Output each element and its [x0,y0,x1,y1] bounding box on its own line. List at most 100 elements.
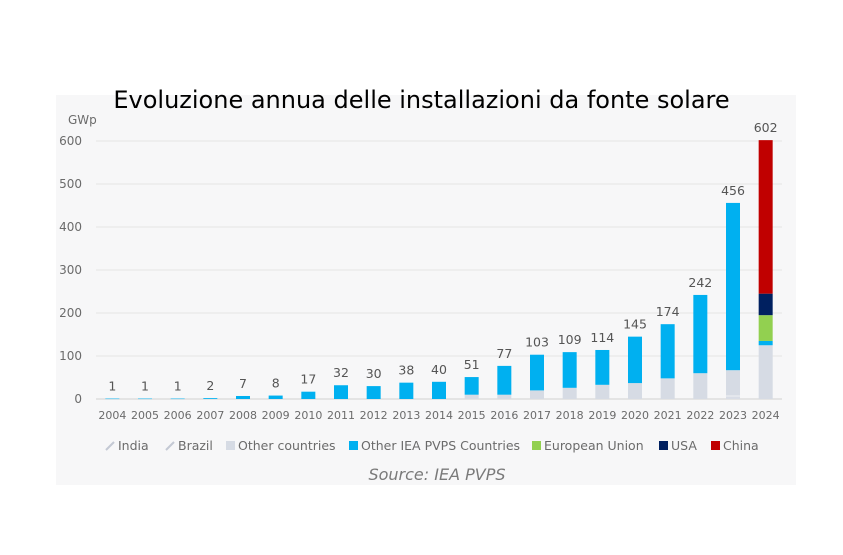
bar-segment [726,395,740,397]
data-label: 1 [174,379,182,394]
bar-segment [530,390,544,399]
bar-segment [497,365,512,395]
bar-segment [301,391,316,399]
x-tick-label: 2008 [229,409,257,422]
bar-segment [432,381,446,399]
bar-segment [660,378,675,399]
data-label: 30 [366,366,382,381]
x-tick-label: 2009 [262,409,290,422]
chart-title: Evoluzione annua delle installazioni da … [113,86,730,114]
legend-swatch [165,441,175,451]
legend-swatch [532,441,541,450]
bar-segment [366,386,381,399]
bar-segment [562,352,577,388]
legend-label: China [723,438,759,453]
x-ticks: 2004 2005 2006 2007 2008 2009 2010 2011 2012 2013… [98,409,779,422]
bar-segment [660,324,675,379]
data-label: 38 [398,363,414,378]
y-tick-label: 200 [59,306,82,320]
bar-segment [170,398,185,400]
data-label: 32 [333,365,349,380]
y-tick-label: 400 [59,220,82,234]
data-label: 114 [590,330,614,345]
y-tick-label: 600 [59,134,82,148]
data-label: 145 [623,317,647,332]
bar-segment [562,387,577,399]
bar-segment [203,398,218,399]
legend-swatch [349,441,358,450]
legend: India Brazil Other countries Other IEA PVPS… [105,438,759,453]
data-label: 17 [300,372,316,387]
bar-segment [464,377,479,395]
x-tick-label: 2005 [131,409,159,422]
bar-segment [464,394,479,399]
data-label: 109 [558,332,582,347]
bar-segment [758,293,773,316]
x-tick-label: 2013 [392,409,420,422]
bar-segment [497,394,512,399]
bar-segment [726,396,740,399]
x-tick-label: 2016 [490,409,518,422]
data-label: 174 [656,304,680,319]
legend-label: European Union [544,438,644,453]
x-tick-label: 2007 [196,409,224,422]
data-label: 40 [431,362,447,377]
data-label: 8 [272,376,280,391]
data-label: 103 [525,335,549,350]
y-tick-label: 500 [59,177,82,191]
legend-label: Other countries [238,438,336,453]
bar-segment [138,398,152,400]
bar-segment [758,315,773,341]
bar-segment [726,202,740,371]
data-label: 242 [688,275,712,290]
y-tick-label: 300 [59,263,82,277]
legend-label: Other IEA PVPS Countries [361,438,520,453]
bar-segment [105,398,120,400]
data-label: 456 [721,183,745,198]
source-note: Source: IEA PVPS [368,465,505,484]
bar-segment [595,384,610,399]
legend-swatch [659,441,668,450]
y-tick-label: 0 [74,392,82,406]
data-label: 2 [206,378,214,393]
bar-segment [236,395,250,399]
x-tick-label: 2010 [294,409,322,422]
chart-panel [56,95,796,485]
bar-segment [399,382,414,399]
y-ticks: 0 100 200 300 400 500 600 [59,134,82,406]
bar-segment [726,370,740,396]
data-label: 51 [464,357,480,372]
x-tick-label: 2021 [654,409,682,422]
legend-swatch [711,441,720,450]
data-label: 1 [141,379,149,394]
bar-segment [628,336,642,384]
bar-segment [530,354,544,391]
data-label: 7 [239,376,247,391]
x-tick-label: 2019 [588,409,616,422]
bar-segment [693,373,708,399]
x-tick-label: 2012 [360,409,388,422]
bar-segment [595,349,610,385]
data-label: 1 [108,379,116,394]
x-tick-label: 2022 [686,409,714,422]
data-label: 602 [754,120,778,135]
bar-segment [758,345,773,399]
x-tick-label: 2024 [752,409,780,422]
bar-segment [758,340,773,346]
data-labels: 1 1 1 2 7 8 17 32 30 38 40 51 77 103 109 114 145 174 242 45… [108,120,777,393]
y-tick-label: 100 [59,349,82,363]
bar-segment [693,294,708,374]
legend-swatch [105,441,115,451]
data-label: 77 [496,346,512,361]
x-tick-label: 2015 [458,409,486,422]
x-tick-label: 2006 [164,409,192,422]
bar-segment [268,395,283,399]
bar-segment [334,385,348,399]
bar-segment [758,140,773,294]
bar-segment [628,383,642,399]
x-tick-label: 2004 [98,409,126,422]
legend-swatch [226,441,235,450]
bars [105,140,773,400]
x-tick-label: 2020 [621,409,649,422]
